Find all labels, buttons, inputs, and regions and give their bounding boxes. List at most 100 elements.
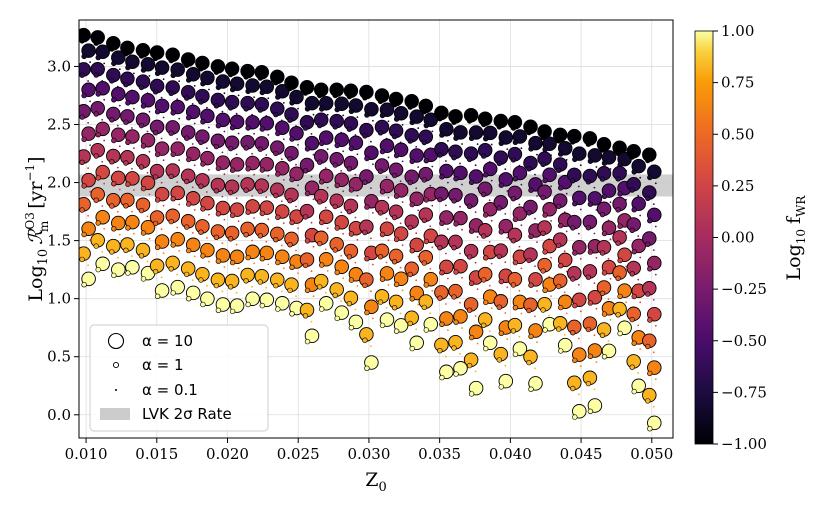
point-1181	[565, 312, 568, 315]
point-598	[319, 219, 325, 226]
point-577	[317, 92, 323, 99]
point-370	[229, 124, 236, 131]
point-868	[439, 132, 445, 138]
point-644	[340, 300, 343, 302]
legend-label-alpha-0-1: α = 0.1	[142, 381, 198, 399]
point-1006	[483, 345, 489, 352]
point-1198	[572, 201, 578, 207]
point-308	[206, 191, 208, 193]
point-848	[429, 225, 432, 228]
point-1201	[570, 225, 576, 231]
point-607	[317, 284, 323, 290]
point-224	[176, 98, 179, 100]
point-1178	[563, 291, 566, 294]
point-1337	[639, 176, 642, 179]
point-952	[468, 228, 475, 234]
point-566	[310, 270, 313, 273]
point-581	[326, 113, 329, 116]
point-1355	[639, 301, 642, 304]
point-1364	[637, 372, 640, 374]
point-199	[152, 174, 159, 180]
point-65	[103, 227, 106, 230]
point-1267	[599, 176, 606, 182]
point-467	[267, 310, 270, 313]
point-1387	[645, 291, 651, 297]
point-269	[193, 164, 196, 167]
point-164	[146, 171, 149, 174]
point-356	[221, 290, 224, 293]
point-265	[184, 135, 190, 141]
point-464	[265, 286, 268, 289]
point-85	[109, 117, 115, 123]
point-1003	[481, 322, 487, 328]
point-1048	[512, 139, 519, 146]
point-496	[275, 259, 281, 266]
point-1096	[528, 233, 534, 240]
point-220	[170, 72, 176, 79]
point-25	[79, 207, 85, 213]
point-1055	[520, 183, 523, 186]
point-1172	[563, 250, 566, 253]
point-77	[118, 68, 121, 71]
point-212	[160, 276, 163, 279]
point-17	[89, 144, 91, 147]
point-410	[251, 152, 254, 155]
point-1039	[496, 357, 502, 363]
point-1091	[536, 195, 538, 197]
y-tick-label-0: 0.0	[47, 406, 71, 424]
x-tick-label-3: 0.025	[277, 445, 320, 463]
point-466	[259, 302, 265, 309]
point-523	[287, 198, 293, 204]
point-244	[170, 242, 176, 248]
point-1211	[579, 310, 582, 313]
point-446	[265, 154, 268, 156]
point-515	[297, 144, 299, 146]
legend-label-alpha-1: α = 1	[142, 356, 184, 374]
point-19	[79, 159, 85, 166]
point-257	[193, 85, 196, 87]
point-484	[275, 171, 281, 177]
point-1273	[599, 211, 606, 218]
point-1253	[595, 361, 598, 363]
point-1007	[490, 353, 493, 356]
point-979	[481, 153, 487, 159]
point-334	[215, 122, 222, 129]
point-832	[423, 122, 429, 129]
point-1255	[585, 380, 592, 387]
point-668	[354, 216, 357, 219]
point-1186	[557, 348, 564, 354]
point-1072	[512, 305, 519, 311]
point-131	[133, 189, 135, 191]
point-1183	[555, 326, 562, 332]
point-118	[125, 100, 131, 106]
point-827	[417, 353, 420, 356]
point-127	[123, 160, 129, 166]
point-662	[354, 173, 357, 176]
point-913	[451, 198, 457, 204]
point-1079	[520, 359, 523, 362]
point-605	[326, 270, 329, 272]
point-304	[200, 161, 206, 167]
point-583	[317, 122, 323, 129]
point-1327	[615, 312, 621, 318]
point-1141	[540, 268, 546, 274]
point-62	[101, 205, 104, 207]
point-1090	[528, 187, 534, 193]
point-653	[356, 116, 359, 118]
point-622	[334, 142, 340, 149]
point-880	[439, 220, 445, 227]
point-329	[223, 92, 226, 95]
point-1067	[520, 267, 523, 270]
point-383	[237, 220, 240, 223]
point-797	[417, 127, 420, 130]
point-524	[295, 205, 297, 208]
point-1088	[534, 173, 536, 176]
point-647	[342, 323, 345, 326]
point-424	[245, 254, 251, 261]
point-860	[429, 312, 432, 315]
point-1094	[534, 217, 536, 220]
point-35	[89, 289, 91, 292]
point-1018	[498, 182, 504, 188]
point-1000	[483, 299, 489, 306]
point-436	[259, 89, 265, 96]
